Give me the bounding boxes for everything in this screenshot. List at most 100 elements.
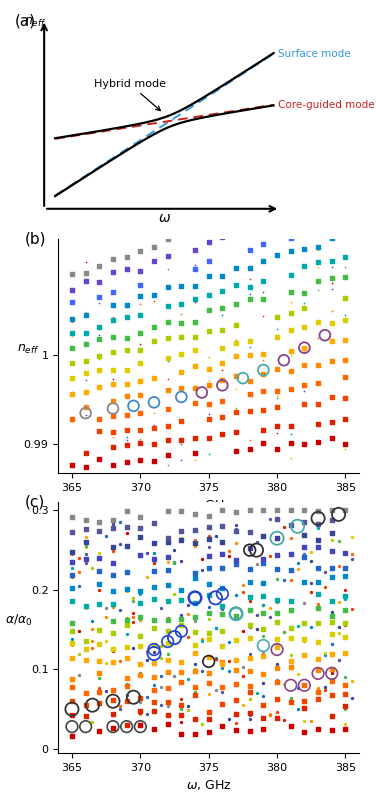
Point xyxy=(110,425,116,438)
Point xyxy=(294,619,300,632)
Point xyxy=(151,552,157,564)
Point xyxy=(247,243,253,256)
Point xyxy=(253,622,259,635)
Point xyxy=(83,539,89,552)
Point xyxy=(302,342,308,355)
Point xyxy=(329,667,335,680)
Point xyxy=(83,634,89,647)
Point xyxy=(274,532,280,545)
Point xyxy=(69,525,75,538)
Point xyxy=(124,378,130,390)
Point xyxy=(315,332,321,344)
Point xyxy=(96,332,102,345)
Point xyxy=(302,649,308,661)
Point xyxy=(260,668,266,681)
Point xyxy=(260,723,266,736)
Point xyxy=(130,615,136,628)
Point xyxy=(302,695,308,708)
Point xyxy=(137,708,143,720)
Point xyxy=(247,262,253,274)
Point xyxy=(83,327,89,339)
Point xyxy=(151,638,157,651)
Point xyxy=(151,537,157,549)
Point xyxy=(117,699,123,712)
Point xyxy=(329,638,335,650)
Point xyxy=(192,686,198,699)
Point xyxy=(96,276,102,289)
Point xyxy=(212,622,218,634)
Point xyxy=(349,675,355,688)
Point xyxy=(192,647,198,660)
Point xyxy=(165,332,171,344)
Point xyxy=(294,668,300,681)
Point xyxy=(96,584,102,597)
Point xyxy=(233,405,239,418)
Point xyxy=(124,332,130,344)
Point xyxy=(267,549,273,562)
Point xyxy=(288,286,294,299)
Point xyxy=(124,363,130,376)
Point xyxy=(288,452,294,464)
Point xyxy=(165,612,171,625)
Point xyxy=(69,415,75,428)
Point xyxy=(233,262,239,274)
Point xyxy=(137,585,143,598)
Point xyxy=(260,253,266,266)
Point xyxy=(260,698,266,711)
Point xyxy=(267,611,273,623)
Point xyxy=(206,289,212,301)
Point xyxy=(260,607,266,619)
Point xyxy=(110,373,116,386)
Point xyxy=(247,504,253,517)
Point xyxy=(185,599,191,611)
Point xyxy=(206,235,212,248)
Point xyxy=(219,686,225,699)
Point xyxy=(274,657,280,670)
Point xyxy=(130,691,136,704)
Point xyxy=(219,394,225,407)
Point xyxy=(206,601,212,614)
Point xyxy=(288,518,294,531)
Point xyxy=(219,560,225,573)
Point xyxy=(315,436,321,448)
Point xyxy=(124,310,130,323)
Point xyxy=(69,616,75,629)
Point xyxy=(151,406,157,419)
Point xyxy=(171,631,177,644)
Point xyxy=(247,708,253,721)
Point xyxy=(192,454,198,467)
Point xyxy=(302,504,308,517)
Point xyxy=(281,573,287,586)
Point xyxy=(233,442,239,455)
Point xyxy=(343,592,349,605)
Point xyxy=(124,614,130,626)
Point xyxy=(288,208,294,221)
Point xyxy=(199,665,205,677)
Point xyxy=(343,619,349,632)
Point xyxy=(315,359,321,371)
Point xyxy=(178,699,184,712)
Point xyxy=(247,222,253,235)
Point xyxy=(178,454,184,467)
Point xyxy=(329,261,335,273)
Point xyxy=(212,651,218,664)
Point xyxy=(206,549,212,561)
Point xyxy=(233,663,239,676)
Point xyxy=(274,323,280,335)
Point xyxy=(69,570,75,583)
Point xyxy=(151,671,157,684)
Point xyxy=(83,407,89,420)
Point xyxy=(96,525,102,537)
Point xyxy=(89,642,96,654)
Point xyxy=(281,626,287,638)
Point xyxy=(185,673,191,686)
Point xyxy=(233,506,239,519)
Point xyxy=(103,611,109,623)
Point xyxy=(151,564,157,577)
Point xyxy=(206,363,212,376)
Point xyxy=(302,541,308,553)
Point xyxy=(206,706,212,719)
Point xyxy=(260,590,266,603)
Point xyxy=(158,640,164,653)
Point xyxy=(302,346,308,359)
